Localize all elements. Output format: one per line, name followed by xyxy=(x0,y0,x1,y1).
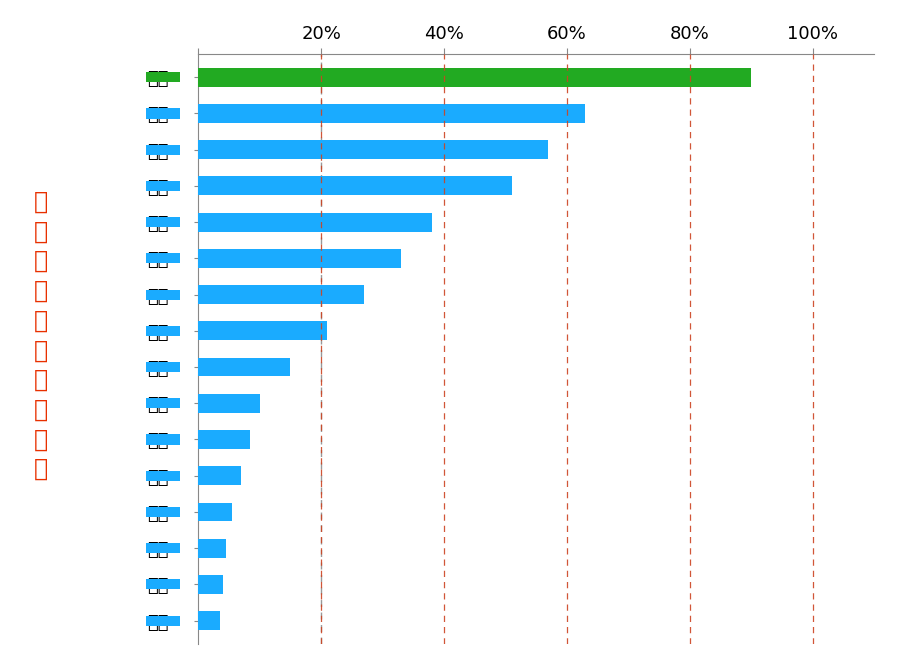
FancyBboxPatch shape xyxy=(146,217,180,227)
FancyBboxPatch shape xyxy=(146,507,180,517)
Bar xyxy=(198,213,432,231)
Bar xyxy=(198,466,241,485)
FancyBboxPatch shape xyxy=(146,362,180,372)
Bar xyxy=(198,503,232,521)
FancyBboxPatch shape xyxy=(146,470,180,481)
FancyBboxPatch shape xyxy=(146,289,180,300)
Bar xyxy=(198,394,259,413)
Bar xyxy=(198,575,223,594)
FancyBboxPatch shape xyxy=(146,398,180,409)
FancyBboxPatch shape xyxy=(146,579,180,589)
Bar xyxy=(198,249,401,268)
FancyBboxPatch shape xyxy=(146,145,180,155)
FancyBboxPatch shape xyxy=(146,253,180,264)
Bar xyxy=(198,140,549,159)
Bar xyxy=(198,430,250,449)
Text: 各
行
业
利
润
对
比
柱
状
图: 各 行 业 利 润 对 比 柱 状 图 xyxy=(33,190,48,481)
FancyBboxPatch shape xyxy=(146,615,180,625)
FancyBboxPatch shape xyxy=(146,72,180,83)
Bar xyxy=(198,176,512,195)
FancyBboxPatch shape xyxy=(146,543,180,553)
FancyBboxPatch shape xyxy=(146,325,180,336)
Bar xyxy=(198,104,586,123)
Bar xyxy=(198,539,226,558)
FancyBboxPatch shape xyxy=(146,109,180,119)
Bar xyxy=(198,285,364,304)
Bar xyxy=(198,321,327,340)
FancyBboxPatch shape xyxy=(146,434,180,445)
Bar xyxy=(198,611,220,630)
Bar xyxy=(198,68,751,87)
Bar xyxy=(198,358,290,376)
FancyBboxPatch shape xyxy=(146,180,180,191)
